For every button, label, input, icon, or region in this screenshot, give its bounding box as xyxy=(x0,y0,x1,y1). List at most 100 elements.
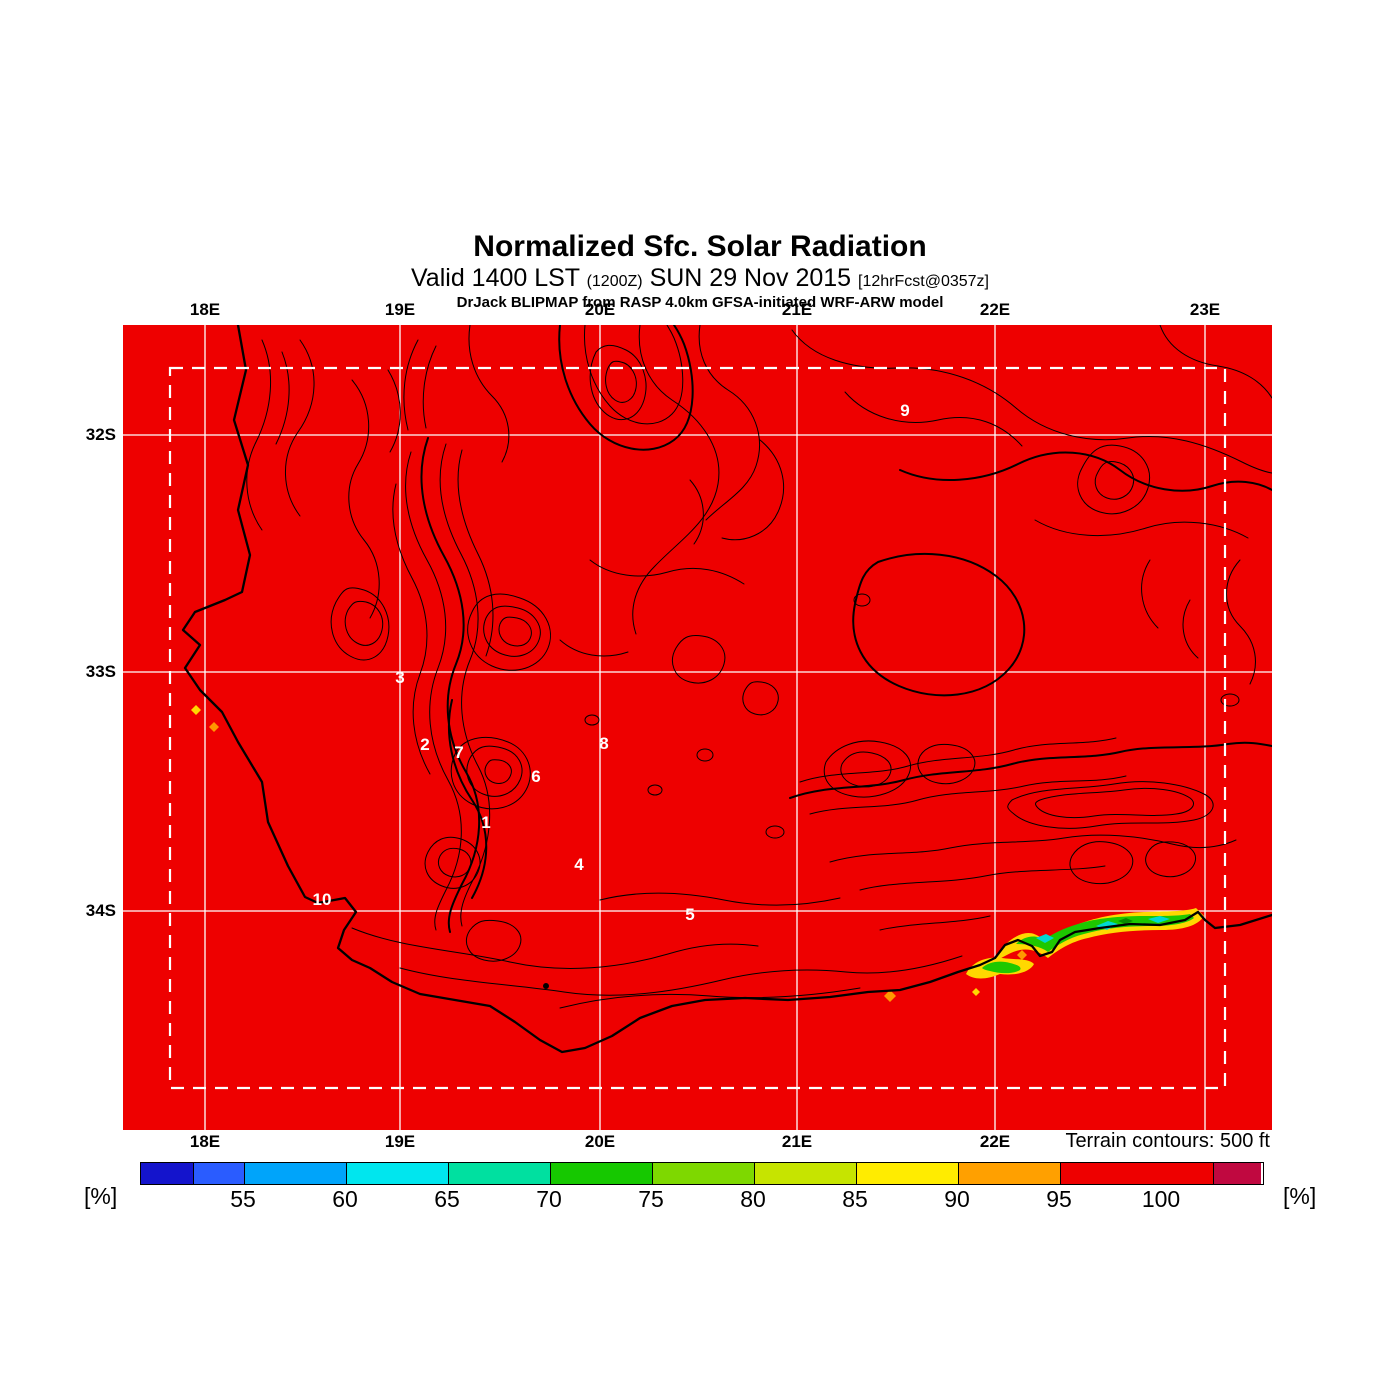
lon-labels-bottom: 18E 19E 20E 21E 22E xyxy=(0,1132,1400,1154)
contour-path xyxy=(853,593,871,607)
anomaly-orange-dot xyxy=(884,990,896,1002)
colorbar-tick-label: 100 xyxy=(1141,1186,1181,1212)
contour-path xyxy=(559,639,629,657)
contour-path xyxy=(348,379,380,619)
lat-tick-label: 33S xyxy=(85,662,116,681)
contour-path xyxy=(467,593,551,671)
colorbar-segment xyxy=(550,1163,652,1184)
contour-path xyxy=(447,699,488,899)
contour-path xyxy=(468,325,510,463)
contour-path xyxy=(765,825,785,839)
contour-path xyxy=(840,751,892,788)
site-label: 3 xyxy=(395,668,405,687)
contour-path xyxy=(1145,841,1197,878)
lon-tick-label: 21E xyxy=(781,1132,813,1151)
colorbar-tick-label: 90 xyxy=(944,1186,970,1212)
map-area: 1 2 3 4 5 6 7 8 9 10 xyxy=(123,325,1272,1130)
contour-path xyxy=(584,714,600,726)
lon-tick-label: 22E xyxy=(979,300,1011,319)
lon-tick-label: 20E xyxy=(584,1132,616,1151)
contour-path xyxy=(1035,787,1194,819)
lat-tick-label: 34S xyxy=(85,901,116,920)
lon-tick-label: 20E xyxy=(584,300,616,319)
site-label: 8 xyxy=(599,734,609,753)
contour-path xyxy=(424,836,481,889)
colorbar-tick-label: 85 xyxy=(842,1186,868,1212)
lon-labels-top: 18E 19E 20E 21E 22E 23E xyxy=(0,300,1400,322)
contour-path xyxy=(742,681,779,716)
lon-tick-label: 18E xyxy=(189,300,221,319)
map-plot-svg xyxy=(123,325,1272,1130)
contour-path xyxy=(721,439,785,541)
contour-path xyxy=(583,325,684,425)
contour-path xyxy=(917,743,976,785)
colorbar-segment xyxy=(193,1163,244,1184)
contour-path xyxy=(1034,519,1249,539)
contour-path xyxy=(605,360,637,403)
contour-path xyxy=(1226,559,1256,685)
lon-tick-label: 18E xyxy=(189,1132,221,1151)
lon-tick-label: 19E xyxy=(384,1132,416,1151)
anomaly-green-core xyxy=(982,961,1021,974)
lon-tick-label: 21E xyxy=(781,300,813,319)
anomaly-yellow-dot xyxy=(972,988,980,996)
contour-path xyxy=(829,834,1237,863)
colorbar-segment xyxy=(141,1163,193,1184)
contour-path xyxy=(791,329,1272,474)
contour-path xyxy=(275,351,290,445)
site-label: 9 xyxy=(900,401,910,420)
contour-path xyxy=(450,736,531,810)
contour-path xyxy=(1220,693,1240,707)
anomaly-orange-dot xyxy=(1017,950,1027,960)
contour-path xyxy=(387,369,401,453)
lat-tick-label: 32S xyxy=(85,425,116,444)
colorbar-tick-label: 95 xyxy=(1046,1186,1072,1212)
contour-path xyxy=(1141,559,1159,629)
colorbar-tick-label: 80 xyxy=(740,1186,766,1212)
contour-path xyxy=(399,955,963,996)
contour-path xyxy=(420,437,481,933)
colorbar-ticks: 55 60 65 70 75 80 85 90 95 100 xyxy=(140,1186,1262,1212)
lon-tick-label: 23E xyxy=(1189,300,1221,319)
contour-path xyxy=(466,919,522,962)
contour-path xyxy=(422,345,437,429)
contour-path xyxy=(351,927,759,969)
model-domain-box xyxy=(168,366,1227,1090)
anomaly-yellow-dot xyxy=(191,705,201,715)
contour-path xyxy=(330,587,390,661)
colorbar-tick-label: 60 xyxy=(332,1186,358,1212)
contour-path xyxy=(823,740,911,798)
contour-path xyxy=(809,775,1127,815)
contour-path xyxy=(1159,325,1272,399)
colorbar-tick-label: 65 xyxy=(434,1186,460,1212)
lat-labels-left: 32S 33S 34S xyxy=(0,0,120,1400)
anomaly-orange-dot xyxy=(209,722,219,732)
contour-path xyxy=(698,325,760,521)
contour-path xyxy=(647,784,663,796)
site-labels-layer: 1 2 3 4 5 6 7 8 9 10 xyxy=(123,325,1272,1130)
contour-path xyxy=(696,748,714,762)
valid-date: SUN 29 Nov 2015 xyxy=(649,264,852,292)
contour-path xyxy=(852,553,1026,697)
colorbar-tick-label: 55 xyxy=(230,1186,256,1212)
colorbar-segment xyxy=(244,1163,346,1184)
colorbar-segment xyxy=(346,1163,448,1184)
contour-path xyxy=(879,915,991,931)
contour-path xyxy=(285,339,315,517)
contour-path xyxy=(483,605,541,657)
contour-path xyxy=(1077,444,1150,515)
contour-path xyxy=(559,987,861,1009)
colorbar-unit-left: [%] xyxy=(84,1183,118,1209)
contour-path xyxy=(457,449,494,657)
forecast-info: [12hrFcst@0357z] xyxy=(858,273,989,290)
lat-lon-gridlines xyxy=(123,325,1272,1130)
colorbar-unit-right: [%] xyxy=(1283,1183,1317,1209)
colorbar-tick-label: 70 xyxy=(536,1186,562,1212)
terrain-contours-note: Terrain contours: 500 ft xyxy=(1065,1130,1270,1152)
valid-zulu-time: (1200Z) xyxy=(586,273,643,290)
site-label: 10 xyxy=(312,890,332,909)
model-info: DrJack BLIPMAP from RASP 4.0km GFSA-init… xyxy=(456,293,944,311)
site-label: 4 xyxy=(574,855,584,874)
contour-path xyxy=(344,600,384,646)
anomaly-darkgreen-spot xyxy=(1118,918,1133,924)
